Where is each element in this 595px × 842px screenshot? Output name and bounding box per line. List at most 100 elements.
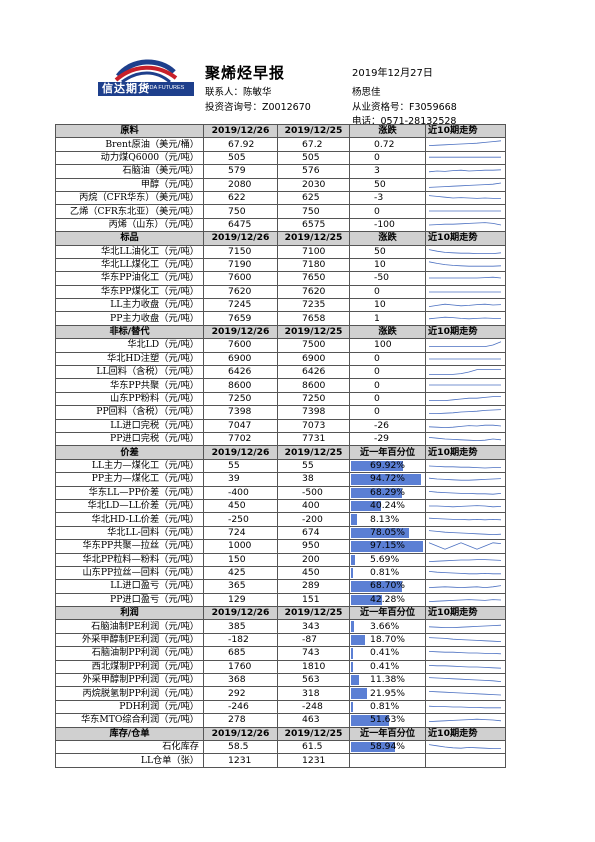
percentile-value: 69.92% [370, 459, 406, 471]
row-value-previous: 289 [277, 579, 350, 594]
trend-sparkline [429, 156, 501, 158]
row-value-current: 292 [203, 686, 278, 701]
trend-sparkline [429, 409, 502, 415]
row-value-current: 55 [203, 458, 278, 474]
row-name: LL进口完税（元/吨） [55, 418, 204, 433]
row-value-current: 150 [203, 552, 278, 567]
trend-sparkline [429, 505, 502, 508]
section-header-cell: 涨跌 [349, 231, 426, 246]
row-trend-cell [425, 311, 506, 326]
row-value-current: 7245 [203, 298, 278, 313]
trend-sparkline [428, 651, 502, 655]
report-date: 2019年12月27日 [352, 68, 433, 79]
row-name: 石脑油制PP利润（元/吨） [55, 646, 204, 661]
row-value-current: 685 [203, 646, 278, 661]
row-value-previous: 6575 [277, 217, 350, 233]
row-value-current: 368 [203, 673, 278, 688]
row-value-previous: 563 [277, 673, 350, 688]
percentile-value: 68.29% [370, 486, 406, 498]
row-name: 乙烯（CFR东北亚）（美元/吨） [55, 204, 204, 219]
trend-sparkline [429, 341, 502, 348]
row-trend-cell [425, 673, 506, 688]
row-value-previous: -200 [277, 512, 350, 527]
row-name: 丙烷（CFR华东）（美元/吨） [55, 190, 204, 206]
row-percentile-cell: 78.05% [349, 525, 426, 541]
trend-sparkline [428, 585, 502, 589]
row-value-current: 7398 [203, 405, 278, 420]
trend-sparkline [428, 744, 501, 749]
row-name: 华东LL—PP价差（元/吨） [55, 485, 204, 500]
row-trend-cell [425, 512, 506, 527]
row-value-current: 385 [203, 619, 278, 634]
trend-line [428, 518, 502, 521]
analyst-name: 杨思佳 [352, 87, 381, 98]
percentile-value: 0.81% [370, 700, 400, 712]
row-percentile-cell: 68.29% [349, 485, 426, 500]
trend-line [429, 277, 502, 279]
row-value-current: -182 [203, 632, 278, 648]
table-row: 外采甲醇制PE利润（元/吨） -182 -87 18.70% [55, 632, 506, 648]
row-value-current: 365 [203, 579, 278, 594]
row-trend-cell [425, 565, 506, 581]
row-trend-cell [425, 472, 506, 487]
logo-swoosh-icon [114, 59, 178, 84]
trend-line [428, 169, 502, 173]
trend-sparkline [428, 691, 502, 696]
row-value-previous: 7658 [277, 311, 350, 326]
trend-sparkline [428, 436, 502, 441]
table-row: 甲醇（元/吨） 2080 2030 50 [55, 177, 506, 192]
row-change: 10 [349, 257, 426, 273]
row-value-previous: 200 [277, 552, 350, 567]
row-value-previous: 750 [277, 204, 350, 219]
row-trend-cell [425, 405, 506, 420]
trend-line [428, 625, 502, 629]
row-value-previous: 450 [277, 565, 350, 581]
row-change: 1 [349, 311, 426, 326]
percentile-bar [351, 741, 395, 753]
row-value-current: -246 [203, 699, 278, 715]
row-value-current: 58.5 [203, 739, 278, 755]
row-trend-cell [425, 539, 506, 554]
row-name: PP主力—煤化工（元/吨） [55, 472, 204, 487]
trend-line [428, 477, 502, 481]
trend-sparkline [428, 598, 502, 602]
table-row: 华北LD—LL价差（元/吨） 450 400 40.24% [55, 498, 506, 514]
section-header-cell: 近10期走势 [425, 324, 506, 340]
table-row: PDH利润（元/吨） -246 -248 0.81% [55, 699, 506, 715]
row-value-previous: 7398 [277, 405, 350, 420]
row-percentile-cell: 0.41% [349, 659, 426, 675]
table-row: LL仓单（张） 1231 1231 [55, 753, 506, 768]
row-trend-cell [425, 271, 506, 286]
row-name: 华北PP粒料—粉料（元/吨） [55, 552, 204, 567]
percentile-bar [351, 581, 402, 592]
advisor-number: 投资咨询号：Z0012670 [205, 102, 311, 113]
trend-sparkline [428, 718, 502, 723]
row-value-previous: 1810 [277, 659, 350, 675]
row-change: 0 [349, 405, 426, 420]
license-number: 从业资格号：F3059668 [352, 102, 457, 113]
row-percentile-cell: 97.15% [349, 539, 426, 554]
percentile-value [351, 755, 371, 766]
row-trend-cell [425, 391, 506, 407]
row-value-previous: 55 [277, 458, 350, 474]
section-header-cell: 近一年百分位 [349, 606, 426, 621]
row-trend-cell [425, 458, 506, 474]
section-header-cell: 2019/12/26 [203, 123, 278, 139]
row-trend-cell [425, 699, 506, 715]
percentile-value: 40.24% [370, 500, 406, 512]
percentile-value: 78.05% [370, 526, 406, 538]
trend-sparkline [428, 140, 502, 147]
row-trend-cell [425, 164, 506, 179]
trend-sparkline [428, 529, 502, 535]
table-row: 华东MTO综合利润（元/吨） 278 463 51.63% [55, 713, 506, 728]
trend-sparkline [429, 369, 501, 375]
row-trend-cell [425, 431, 506, 447]
section-header-cell: 2019/12/26 [203, 445, 278, 460]
percentile-bar [351, 554, 356, 565]
trend-line [428, 637, 502, 642]
section-header-cell: 近10期走势 [425, 726, 506, 741]
trend-line [428, 436, 502, 441]
row-value-current: 6900 [203, 351, 278, 367]
row-name: 华北HD-LL价差（元/吨） [55, 512, 204, 527]
table-row: 山东PP粉料（元/吨） 7250 7250 0 [55, 391, 506, 407]
